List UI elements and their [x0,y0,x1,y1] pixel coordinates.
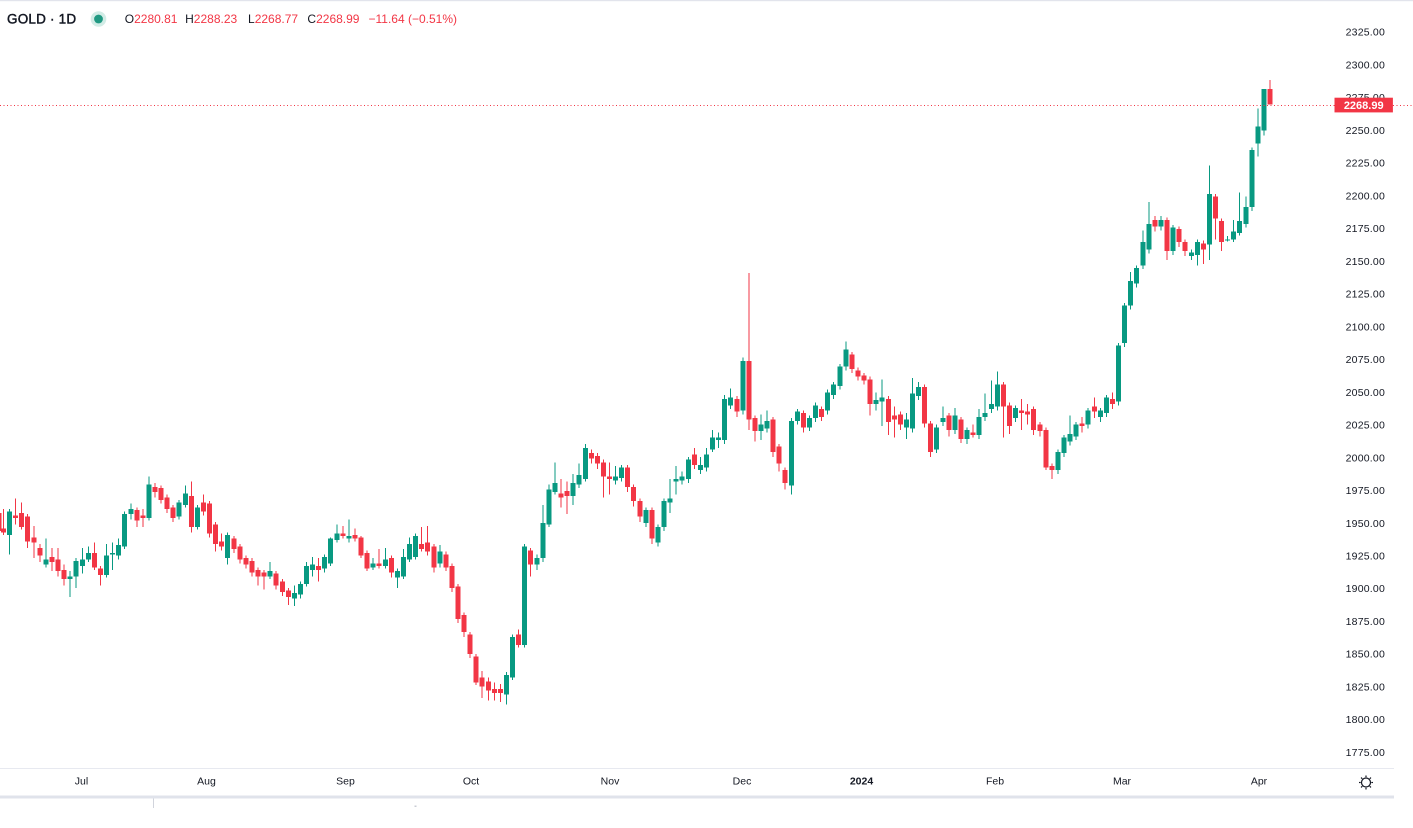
svg-text:1975.00: 1975.00 [1346,485,1385,497]
svg-text:2025.00: 2025.00 [1346,420,1385,432]
svg-text:1900.00: 1900.00 [1346,583,1385,595]
svg-text:2225.00: 2225.00 [1346,158,1385,170]
svg-text:Sep: Sep [336,776,355,788]
svg-text:2050.00: 2050.00 [1346,387,1385,399]
svg-text:2024: 2024 [850,776,874,788]
svg-text:2075.00: 2075.00 [1346,354,1385,366]
svg-text:GOLD · 1D: GOLD · 1D [7,12,76,27]
svg-text:1875.00: 1875.00 [1346,616,1385,628]
svg-text:1775.00: 1775.00 [1346,747,1385,759]
svg-text:2150.00: 2150.00 [1346,256,1385,268]
svg-text:2125.00: 2125.00 [1346,289,1385,301]
svg-text:1950.00: 1950.00 [1346,518,1385,530]
svg-text:2175.00: 2175.00 [1346,223,1385,235]
svg-text:2100.00: 2100.00 [1346,321,1385,333]
svg-text:Oct: Oct [463,776,479,788]
svg-text:Nov: Nov [601,776,620,788]
svg-text:1850.00: 1850.00 [1346,649,1385,661]
svg-text:2268.99: 2268.99 [1344,100,1384,112]
svg-text:1925.00: 1925.00 [1346,551,1385,563]
svg-text:2300.00: 2300.00 [1346,59,1385,71]
svg-text:Dec: Dec [733,776,752,788]
svg-text:1825.00: 1825.00 [1346,682,1385,694]
svg-text:Apr: Apr [1251,776,1268,788]
svg-text:2200.00: 2200.00 [1346,190,1385,202]
svg-text:Aug: Aug [197,776,216,788]
svg-text:2250.00: 2250.00 [1346,125,1385,137]
svg-text:2325.00: 2325.00 [1346,27,1385,39]
svg-text:Jul: Jul [75,776,88,788]
svg-text:Feb: Feb [986,776,1004,788]
svg-text:1800.00: 1800.00 [1346,714,1385,726]
svg-text:2000.00: 2000.00 [1346,452,1385,464]
svg-text:Mar: Mar [1113,776,1132,788]
